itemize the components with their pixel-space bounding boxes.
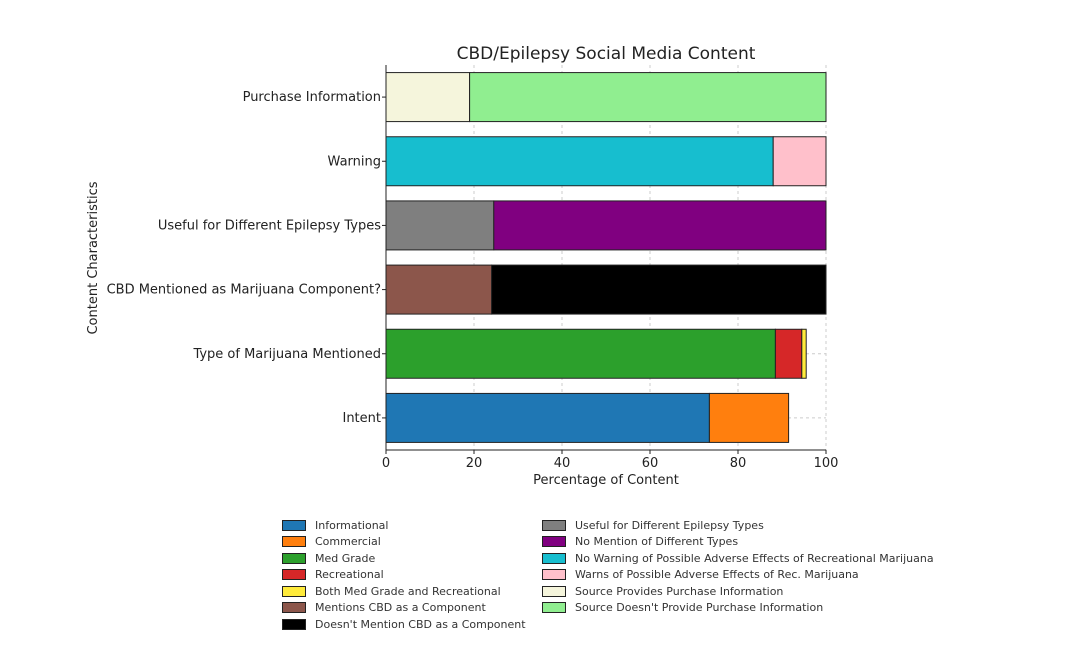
legend-label: Both Med Grade and Recreational (315, 584, 501, 598)
legend-label: Warns of Possible Adverse Effects of Rec… (575, 568, 859, 582)
legend-label: Source Doesn't Provide Purchase Informat… (575, 601, 824, 615)
bar-med-grade (385, 328, 776, 379)
legend-swatch (542, 519, 566, 531)
x-tick-label: 0 (382, 456, 390, 471)
chart-title: CBD/Epilepsy Social Media Content (457, 44, 756, 64)
legend-item: Informational (282, 517, 526, 534)
legend-label: Informational (315, 518, 389, 532)
legend-item: Med Grade (282, 550, 526, 567)
y-tick-label: Intent (342, 411, 381, 426)
legend-item: Mentions CBD as a Component (282, 600, 526, 617)
legend-swatch (282, 585, 306, 597)
y-tick-label: Purchase Information (243, 90, 381, 105)
bar-no-mention-of-different-types (493, 200, 827, 251)
legend-item: No Warning of Possible Adverse Effects o… (542, 550, 934, 567)
legend-label: Useful for Different Epilepsy Types (575, 518, 764, 532)
bar-both-med-grade-and-recreational (801, 328, 807, 379)
bar-no-warning-of-possible-adverse-effects-of-recreational-marijuana (385, 136, 774, 187)
bar-commercial (708, 392, 790, 443)
bar-informational (385, 392, 710, 443)
legend-label: Commercial (315, 535, 381, 549)
legend-label: Doesn't Mention CBD as a Component (315, 617, 526, 631)
y-tick-label: CBD Mentioned as Marijuana Component? (107, 283, 381, 298)
legend-swatch (282, 618, 306, 630)
legend-column-1: Informational Commercial Med Grade Recreati… (282, 517, 526, 633)
y-tick-label: Type of Marijuana Mentioned (192, 347, 381, 362)
x-tick-label: 40 (554, 456, 571, 471)
legend-label: No Warning of Possible Adverse Effects o… (575, 551, 934, 565)
legend-swatch (282, 519, 306, 531)
legend-swatch (282, 569, 306, 581)
legend-label: Mentions CBD as a Component (315, 601, 486, 615)
legend-swatch (542, 585, 566, 597)
y-tick-label: Warning (328, 154, 381, 169)
y-tick-label: Useful for Different Epilepsy Types (158, 218, 381, 233)
legend-item: Warns of Possible Adverse Effects of Rec… (542, 567, 934, 584)
x-axis-label: Percentage of Content (533, 473, 679, 488)
legend-item: Source Provides Purchase Information (542, 583, 934, 600)
legend-label: No Mention of Different Types (575, 535, 739, 549)
x-tick-label: 20 (466, 456, 483, 471)
legend-swatch (542, 602, 566, 614)
legend-swatch (542, 536, 566, 548)
legend-swatch (542, 552, 566, 564)
legend-item: Both Med Grade and Recreational (282, 583, 526, 600)
bar-warns-of-possible-adverse-effects-of-rec-marijuana (772, 136, 827, 187)
legend-item: Commercial (282, 534, 526, 551)
bar-source-doesn-t-provide-purchase-information (469, 72, 827, 123)
legend-label: Source Provides Purchase Information (575, 584, 784, 598)
legend-swatch (282, 602, 306, 614)
x-tick-label: 100 (814, 456, 839, 471)
legend-item: Recreational (282, 567, 526, 584)
legend-item: Doesn't Mention CBD as a Component (282, 616, 526, 633)
bar-source-provides-purchase-information (385, 72, 471, 123)
bar-useful-for-different-epilepsy-types (385, 200, 495, 251)
legend-swatch (542, 569, 566, 581)
x-tick-label: 60 (642, 456, 659, 471)
x-tick-label: 80 (730, 456, 747, 471)
legend-label: Med Grade (315, 551, 376, 565)
bar-doesn-t-mention-cbd-as-a-component (491, 264, 827, 315)
legend-label: Recreational (315, 568, 384, 582)
legend-swatch (282, 536, 306, 548)
legend-item: Source Doesn't Provide Purchase Informat… (542, 600, 934, 617)
bar-mentions-cbd-as-a-component (385, 264, 493, 315)
legend-column-2: Useful for Different Epilepsy Types No Me… (542, 517, 934, 616)
legend-swatch (282, 552, 306, 564)
legend-item: Useful for Different Epilepsy Types (542, 517, 934, 534)
bar-recreational (774, 328, 803, 379)
y-axis-label: Content Characteristics (86, 181, 101, 334)
legend-item: No Mention of Different Types (542, 534, 934, 551)
